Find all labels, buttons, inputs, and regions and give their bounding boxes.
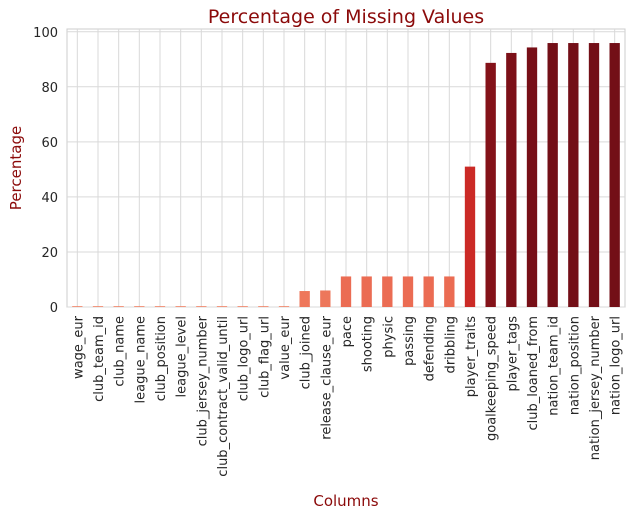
x-tick-label: dribbling	[443, 316, 458, 373]
bar	[506, 52, 517, 307]
x-tick-label: value_eur	[278, 315, 293, 379]
bar	[216, 306, 228, 307]
x-tick-label: league_name	[133, 316, 148, 403]
y-tick-label: 60	[41, 136, 58, 151]
x-tick-label: club_logo_url	[237, 316, 252, 401]
x-tick-label: club_joined	[299, 316, 314, 389]
y-tick-label: 20	[41, 246, 58, 261]
bar	[547, 43, 558, 307]
x-tick-label: shooting	[361, 316, 376, 372]
x-tick-label: goalkeeping_speed	[485, 316, 500, 441]
y-axis-label: Percentage	[7, 126, 25, 210]
bar	[444, 276, 455, 307]
x-tick-label: club_team_id	[92, 316, 107, 402]
x-tick-label: wage_eur	[71, 315, 86, 379]
x-tick-label: defending	[423, 316, 438, 381]
bar	[72, 306, 83, 307]
bar	[196, 306, 207, 307]
x-tick-label: club_loaned_from	[526, 316, 541, 431]
bar	[402, 276, 414, 307]
bar	[154, 306, 166, 307]
bar	[134, 306, 145, 307]
x-tick-label: player_tags	[505, 316, 520, 392]
bar	[92, 306, 104, 307]
x-tick-label: nation_position	[567, 316, 582, 415]
x-tick-label: physic	[381, 316, 396, 358]
bar	[423, 276, 434, 307]
bar	[258, 306, 269, 307]
bar	[609, 43, 620, 307]
x-tick-label: passing	[402, 316, 417, 366]
bar	[299, 291, 310, 307]
x-tick-label: release_clause_eur	[319, 315, 334, 439]
bar	[320, 290, 331, 307]
y-tick-label: 0	[50, 301, 58, 316]
x-axis-ticks: wage_eur club_team_id club_name league_name…	[71, 315, 623, 476]
x-tick-label: nation_jersey_number	[588, 315, 603, 460]
x-axis-label: Columns	[313, 492, 378, 510]
bar	[175, 306, 186, 307]
x-tick-label: nation_logo_url	[609, 316, 624, 415]
bar-series	[72, 43, 620, 308]
bar	[278, 306, 290, 307]
chart-title: Percentage of Missing Values	[208, 6, 484, 28]
x-tick-label: club_position	[154, 316, 169, 401]
x-tick-label: club_jersey_number	[195, 315, 210, 446]
x-tick-label: nation_team_id	[547, 316, 562, 416]
bar	[340, 276, 352, 307]
y-tick-label: 100	[33, 26, 58, 41]
x-tick-label: league_level	[175, 316, 190, 397]
bar	[526, 47, 538, 307]
x-tick-label: player_traits	[464, 316, 479, 397]
bar	[588, 43, 600, 307]
x-tick-label: pace	[340, 316, 355, 347]
x-tick-label: club_name	[113, 316, 128, 387]
y-tick-label: 40	[41, 191, 58, 206]
bar	[464, 166, 476, 307]
bar	[361, 276, 372, 307]
bar	[485, 62, 496, 308]
bar	[237, 306, 248, 307]
bar	[113, 306, 124, 307]
x-tick-label: club_contract_valid_until	[216, 316, 231, 477]
y-tick-label: 80	[41, 81, 58, 96]
bar	[382, 276, 393, 307]
x-tick-label: club_flag_url	[257, 316, 272, 398]
bar	[568, 43, 579, 307]
y-axis-ticks: 0 20 40 60 80 100	[33, 26, 58, 316]
